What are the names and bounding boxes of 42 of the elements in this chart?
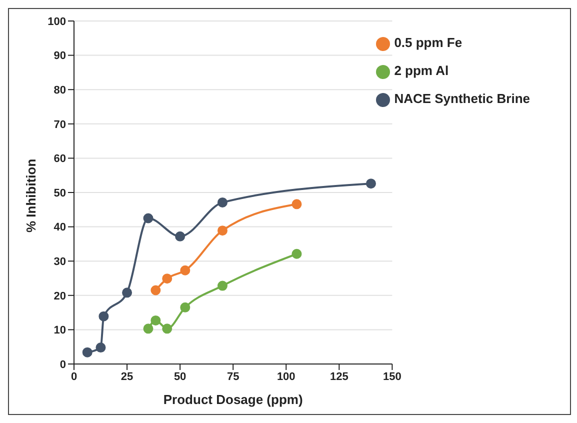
point (162, 274, 172, 284)
x-tick-label: 100 (276, 370, 296, 383)
point (96, 342, 106, 353)
y-tick-label: 80 (54, 84, 66, 97)
x-tick-label: 150 (383, 370, 402, 383)
point (292, 248, 302, 259)
y-tick-label: 90 (54, 50, 66, 62)
y-tick-label: 0 (60, 358, 66, 371)
x-tick-label: 125 (330, 370, 348, 383)
point (150, 315, 161, 326)
legend-label: 0.5 ppm Fe (394, 35, 462, 50)
x-tick-label: 25 (120, 370, 134, 383)
legend-label: 2 ppm Al (394, 63, 449, 78)
point (143, 213, 154, 224)
point (98, 311, 109, 322)
y-tick-label: 20 (54, 290, 66, 302)
x-tick-label: 50 (174, 370, 186, 383)
legend-label: NACE Synthetic Brine (394, 91, 530, 106)
point (217, 197, 228, 208)
y-tick-label: 70 (54, 118, 66, 131)
y-tick-label: 30 (54, 256, 66, 268)
point (292, 199, 302, 210)
y-tick-label: 40 (54, 222, 66, 234)
point (150, 285, 161, 296)
point (175, 231, 186, 242)
x-tick-label: 0 (70, 370, 78, 383)
point (122, 288, 132, 298)
point (180, 265, 190, 276)
point (217, 280, 228, 291)
x-axis-title: Product Dosage (ppm) (163, 392, 303, 407)
point (180, 302, 190, 312)
x-tick-label: 75 (226, 370, 240, 383)
y-tick-label: 10 (54, 324, 66, 337)
point (143, 324, 154, 334)
point (82, 347, 92, 358)
point (366, 178, 376, 189)
y-tick-label: 50 (54, 187, 66, 200)
y-axis-title: % Inhibition (24, 158, 39, 232)
point (217, 226, 228, 236)
point (162, 324, 172, 334)
y-tick-label: 60 (54, 153, 66, 166)
y-tick-label: 100 (48, 16, 66, 28)
